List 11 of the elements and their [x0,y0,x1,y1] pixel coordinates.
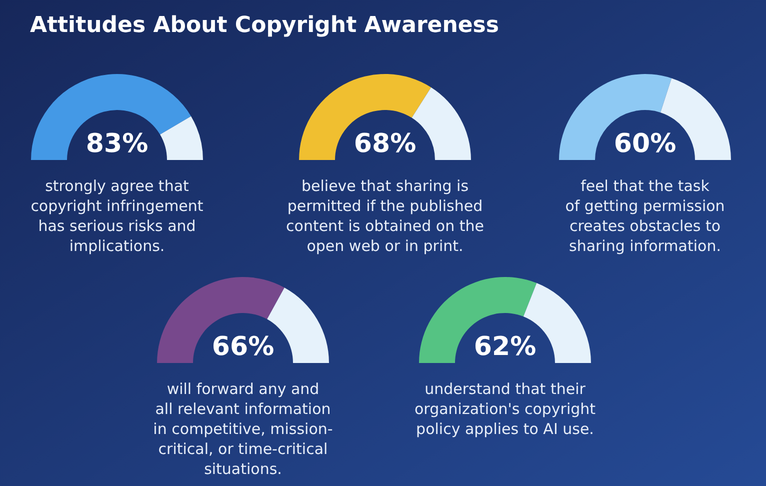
data-label: 66% [212,332,274,362]
text: Attitudes About Copyright Awareness [30,13,499,38]
data-label: 83% [86,129,148,159]
text: believe that sharing is permitted if the published content is obtained on the open web or in print. [286,177,484,255]
text: understand that their organization's copyright policy applies to AI use. [414,380,596,438]
data-label: 62% [474,332,536,362]
text: feel that the task of getting permission creates obstacles to sharing information. [565,177,725,255]
text: strongly agree that copyright infringement has serious risks and implications. [30,177,204,255]
text: will forward any and all relevant information in competitive, mission- critical, or time-critical situations. [153,380,333,478]
data-label: 68% [354,129,416,159]
data-label: 60% [614,129,676,159]
